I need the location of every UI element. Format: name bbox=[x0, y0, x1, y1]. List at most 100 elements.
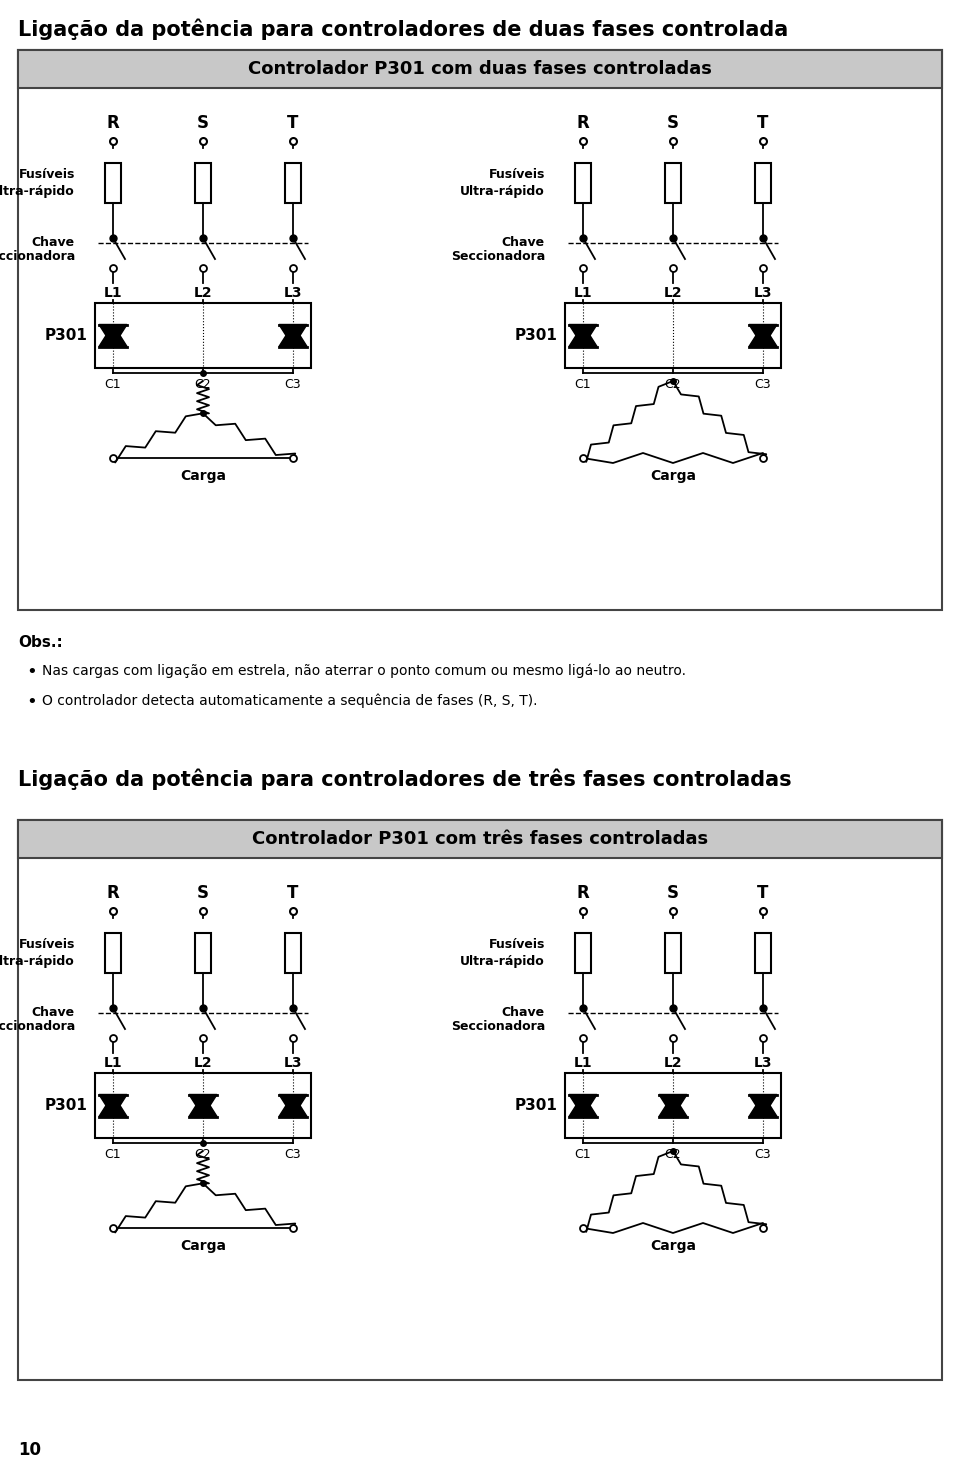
Bar bbox=[565, 1072, 781, 1138]
Text: Ligação da potência para controladores de duas fases controlada: Ligação da potência para controladores d… bbox=[18, 18, 788, 40]
Text: S: S bbox=[197, 884, 209, 903]
Text: Seccionadora: Seccionadora bbox=[0, 1021, 75, 1033]
Polygon shape bbox=[279, 1094, 307, 1116]
Text: P301: P301 bbox=[515, 1099, 557, 1113]
Text: Obs.:: Obs.: bbox=[18, 635, 62, 650]
Bar bbox=[18, 50, 942, 610]
Text: R: R bbox=[577, 884, 589, 903]
Text: •: • bbox=[26, 693, 36, 711]
Text: R: R bbox=[577, 114, 589, 132]
Bar bbox=[195, 162, 211, 203]
Text: Chave: Chave bbox=[32, 237, 75, 250]
Bar bbox=[95, 303, 311, 369]
Polygon shape bbox=[569, 325, 597, 347]
Text: T: T bbox=[287, 884, 299, 903]
Text: L1: L1 bbox=[574, 1056, 592, 1069]
Text: Carga: Carga bbox=[180, 470, 226, 483]
Text: Ultra-rápido: Ultra-rápido bbox=[0, 184, 75, 198]
Text: Ligação da potência para controladores de três fases controladas: Ligação da potência para controladores d… bbox=[18, 768, 792, 790]
Text: Ultra-rápido: Ultra-rápido bbox=[460, 954, 545, 967]
Text: Chave: Chave bbox=[502, 1007, 545, 1020]
Polygon shape bbox=[749, 1094, 777, 1116]
Bar bbox=[575, 162, 591, 203]
Polygon shape bbox=[749, 325, 777, 347]
Text: C3: C3 bbox=[755, 1148, 771, 1162]
Text: L2: L2 bbox=[663, 1056, 683, 1069]
Text: L2: L2 bbox=[663, 285, 683, 300]
Text: Controlador P301 com três fases controladas: Controlador P301 com três fases controla… bbox=[252, 830, 708, 849]
Polygon shape bbox=[99, 1094, 127, 1116]
Text: S: S bbox=[667, 884, 679, 903]
Polygon shape bbox=[189, 1094, 217, 1116]
Text: •: • bbox=[26, 663, 36, 680]
Text: L1: L1 bbox=[574, 285, 592, 300]
Text: C1: C1 bbox=[575, 1148, 591, 1162]
Text: Fusíveis: Fusíveis bbox=[18, 938, 75, 951]
Bar bbox=[285, 162, 301, 203]
Text: C2: C2 bbox=[664, 379, 682, 392]
Text: Fusíveis: Fusíveis bbox=[489, 168, 545, 181]
Text: S: S bbox=[667, 114, 679, 132]
Polygon shape bbox=[659, 1094, 687, 1116]
Text: Carga: Carga bbox=[650, 1239, 696, 1252]
Polygon shape bbox=[279, 325, 307, 347]
Bar bbox=[665, 162, 681, 203]
Text: T: T bbox=[757, 114, 769, 132]
Bar bbox=[755, 162, 771, 203]
Text: Ultra-rápido: Ultra-rápido bbox=[0, 954, 75, 967]
Text: Nas cargas com ligação em estrela, não aterrar o ponto comum ou mesmo ligá-lo ao: Nas cargas com ligação em estrela, não a… bbox=[42, 663, 686, 677]
Text: S: S bbox=[197, 114, 209, 132]
Polygon shape bbox=[749, 1094, 777, 1116]
Bar bbox=[575, 933, 591, 973]
Text: L1: L1 bbox=[104, 1056, 122, 1069]
Polygon shape bbox=[99, 325, 127, 347]
Text: T: T bbox=[757, 884, 769, 903]
Text: Chave: Chave bbox=[502, 237, 545, 250]
Bar bbox=[105, 933, 121, 973]
Text: L3: L3 bbox=[754, 1056, 772, 1069]
Text: Seccionadora: Seccionadora bbox=[0, 250, 75, 263]
Text: Controlador P301 com duas fases controladas: Controlador P301 com duas fases controla… bbox=[248, 60, 712, 78]
Text: Seccionadora: Seccionadora bbox=[451, 250, 545, 263]
Polygon shape bbox=[99, 325, 127, 347]
Bar bbox=[285, 933, 301, 973]
Polygon shape bbox=[569, 325, 597, 347]
Text: C3: C3 bbox=[285, 379, 301, 392]
Text: Seccionadora: Seccionadora bbox=[451, 1021, 545, 1033]
Text: C2: C2 bbox=[195, 1148, 211, 1162]
Bar bbox=[755, 933, 771, 973]
Text: C3: C3 bbox=[285, 1148, 301, 1162]
Text: L2: L2 bbox=[194, 1056, 212, 1069]
Text: C1: C1 bbox=[105, 1148, 121, 1162]
Text: C2: C2 bbox=[195, 379, 211, 392]
Text: Fusíveis: Fusíveis bbox=[18, 168, 75, 181]
Text: 10: 10 bbox=[18, 1441, 41, 1459]
Text: P301: P301 bbox=[44, 328, 87, 342]
Text: Ultra-rápido: Ultra-rápido bbox=[460, 184, 545, 198]
Polygon shape bbox=[189, 1094, 217, 1116]
Text: Carga: Carga bbox=[180, 1239, 226, 1252]
Polygon shape bbox=[279, 1094, 307, 1116]
Polygon shape bbox=[659, 1094, 687, 1116]
Text: P301: P301 bbox=[44, 1099, 87, 1113]
Text: L3: L3 bbox=[284, 1056, 302, 1069]
Text: L1: L1 bbox=[104, 285, 122, 300]
Text: L2: L2 bbox=[194, 285, 212, 300]
Text: P301: P301 bbox=[515, 328, 557, 342]
Text: C3: C3 bbox=[755, 379, 771, 392]
Bar bbox=[565, 303, 781, 369]
Text: T: T bbox=[287, 114, 299, 132]
Polygon shape bbox=[749, 325, 777, 347]
Text: Chave: Chave bbox=[32, 1007, 75, 1020]
Bar bbox=[18, 50, 942, 88]
Text: C2: C2 bbox=[664, 1148, 682, 1162]
Text: L3: L3 bbox=[284, 285, 302, 300]
Polygon shape bbox=[279, 325, 307, 347]
Polygon shape bbox=[569, 1094, 597, 1116]
Text: R: R bbox=[107, 114, 119, 132]
Text: L3: L3 bbox=[754, 285, 772, 300]
Polygon shape bbox=[99, 1094, 127, 1116]
Bar bbox=[95, 1072, 311, 1138]
Bar bbox=[18, 819, 942, 1380]
Bar bbox=[665, 933, 681, 973]
